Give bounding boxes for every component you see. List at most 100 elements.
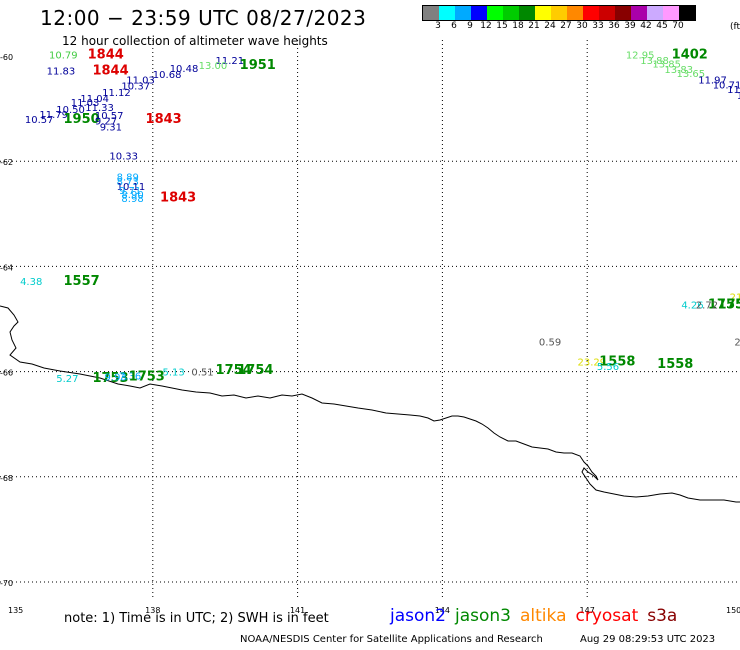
wave-height-label: 10.71: [713, 81, 740, 92]
legend-swatch: [519, 6, 535, 20]
satellite-s3a: s3a: [647, 606, 678, 626]
legend-label: 9: [467, 21, 473, 31]
pass-time-label: 1753: [129, 370, 165, 385]
wave-height-label: 11.04: [80, 94, 109, 105]
legend-swatches: [422, 5, 696, 21]
legend-label: 15: [496, 21, 508, 31]
wave-height-label: 11.79: [39, 110, 68, 121]
wave-height-label: 10.57: [95, 111, 124, 122]
wave-height-label: 10.79: [49, 51, 78, 62]
satellite-key: jason2 jason3 altika cryosat s3a: [390, 606, 686, 626]
footer-organization: NOAA/NESDIS Center for Satellite Applica…: [240, 634, 543, 645]
page-title: 12:00 − 23:59 UTC 08/27/2023: [40, 6, 367, 30]
longitude-axis: 135 138 141 144 147 150: [8, 606, 740, 615]
wave-height-label: 5.13: [162, 367, 184, 378]
wave-height-label: 11.03: [126, 75, 155, 86]
wave-height-label: 12.95: [626, 51, 655, 62]
wave-height-label: 5.56: [597, 362, 619, 373]
wave-height-label: 11.10: [737, 91, 740, 102]
wave-height-label: 10.37: [121, 82, 150, 93]
lat-tick-label: -60: [0, 53, 13, 62]
lon-tick-label: 138: [145, 606, 160, 615]
legend-swatch: [535, 6, 551, 20]
legend-swatch: [423, 6, 439, 20]
legend-swatch: [599, 6, 615, 20]
lat-tick-label: -68: [0, 474, 13, 483]
legend-swatch: [615, 6, 631, 20]
wave-height-label: 9.93: [105, 373, 127, 384]
footer-timestamp: Aug 29 08:29:53 UTC 2023: [580, 634, 716, 645]
lon-tick-label: 135: [8, 606, 23, 615]
legend-label: 24: [544, 21, 556, 31]
wave-height-label: 10.48: [170, 64, 199, 75]
legend-swatch: [647, 6, 663, 20]
wave-height-label: 13.83: [664, 65, 693, 76]
pass-time-label: 1844: [92, 63, 128, 78]
wave-height-label: 4.26: [681, 300, 703, 311]
graticule: [0, 40, 740, 600]
legend-label: 42: [640, 21, 652, 31]
wave-height-label: 9.31: [100, 123, 122, 134]
wave-height-label: 11.97: [698, 75, 727, 86]
pass-time-label: 1754: [216, 363, 252, 378]
wave-height-label: 21.0: [730, 293, 740, 304]
pass-time-label: 1753: [92, 371, 128, 386]
wave-height-label: 13.88: [640, 56, 669, 67]
pass-time-label: 1558: [657, 357, 693, 372]
wave-height-label: 10.11: [117, 182, 146, 193]
wave-height-label: 10.68: [153, 70, 182, 81]
wave-height-label: 2.3: [734, 337, 740, 348]
legend-unit: (ft): [730, 22, 740, 32]
pass-time-label: 1557: [64, 274, 100, 289]
coastline: [0, 305, 740, 503]
wave-height-label: 10.33: [109, 152, 138, 163]
legend-label: 33: [592, 21, 604, 31]
wave-height-label: 11.09: [727, 85, 740, 96]
legend-swatch: [551, 6, 567, 20]
pass-time-label: 1951: [240, 58, 276, 73]
pass-time-label: 1558: [599, 354, 635, 369]
wave-height-label: 11.03: [71, 98, 100, 109]
pass-time-label: 1844: [88, 48, 124, 63]
legend-swatch: [471, 6, 487, 20]
pass-time-label: 1755: [718, 297, 740, 312]
satellite-altika: altika: [520, 606, 567, 626]
legend-swatch: [583, 6, 599, 20]
legend-label: 6: [451, 21, 457, 31]
legend-swatch: [679, 6, 695, 20]
lat-tick-label: -70: [0, 579, 13, 588]
legend-swatch: [663, 6, 679, 20]
wave-height-label: 11.12: [102, 88, 131, 99]
lon-tick-label: 147: [580, 606, 595, 615]
wave-height-label: 11.33: [85, 103, 114, 114]
pass-time-label: 1950: [64, 112, 100, 127]
legend-label: 18: [512, 21, 524, 31]
pass-time-label: 1843: [146, 112, 182, 127]
wave-height-label: 8.90: [121, 190, 143, 201]
legend-swatch: [503, 6, 519, 20]
wave-height-label: 13.65: [676, 69, 705, 80]
wave-height-label: 7.36: [119, 371, 141, 382]
satellite-cryosat: cryosat: [575, 606, 639, 626]
wave-height-label: 4.38: [20, 277, 42, 288]
legend-swatch: [631, 6, 647, 20]
lon-tick-label: 144: [435, 606, 450, 615]
satellite-jason2: jason2: [390, 606, 446, 626]
wave-height-label: 9.71: [119, 186, 141, 197]
wave-height-label: 8.73: [117, 177, 139, 188]
legend-label: 3: [435, 21, 441, 31]
legend-label: 70: [672, 21, 684, 31]
legend-label: 39: [624, 21, 636, 31]
legend-label: 27: [560, 21, 572, 31]
legend-label: 30: [576, 21, 588, 31]
legend-label: 21: [528, 21, 540, 31]
pass-time-label: 1843: [160, 191, 196, 206]
wave-height-label: 11.83: [47, 66, 76, 77]
legend-label: 12: [480, 21, 492, 31]
wave-height-label: 0.59: [539, 337, 561, 348]
wave-height-label: 2.72: [696, 300, 718, 311]
legend-swatch: [455, 6, 471, 20]
